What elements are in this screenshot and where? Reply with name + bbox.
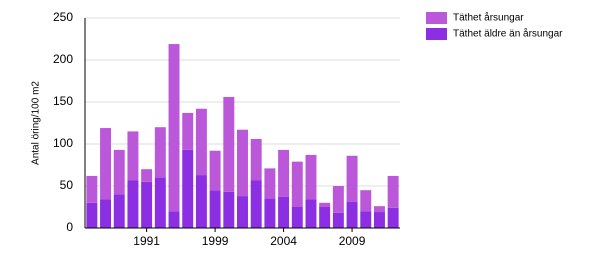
bar-segment [195, 108, 207, 176]
y-axis-label: Antal öring/100 m2 [31, 81, 42, 165]
bar-segment [209, 150, 221, 191]
y-tick-label: 50 [60, 178, 74, 192]
bar-segment [223, 96, 235, 192]
bar-segment [373, 212, 385, 228]
bar-segment [360, 190, 372, 212]
y-tick-label: 200 [53, 52, 73, 66]
bar-segment [154, 127, 166, 178]
bar-segment [305, 199, 317, 228]
bar-segment [100, 128, 112, 200]
bar-segment [168, 44, 180, 212]
x-tick-label: 2004 [270, 234, 297, 248]
y-tick-label: 250 [53, 10, 73, 24]
bar-segment [168, 211, 180, 228]
legend-swatch [426, 28, 447, 40]
legend-label: Täthet äldre än årsungar [453, 28, 563, 40]
bar-segment [278, 196, 290, 228]
bar-segment [209, 190, 221, 228]
legend-swatch [426, 12, 447, 24]
bar-segment [346, 201, 358, 228]
bar-segment [86, 202, 98, 228]
bar-segment [100, 199, 112, 228]
bar-segment [237, 196, 248, 228]
y-tick-label: 100 [53, 136, 73, 150]
bar-segment [127, 180, 139, 228]
legend-label: Täthet årsungar [453, 12, 524, 24]
bar-segment [223, 191, 235, 228]
bar-segment [264, 168, 276, 199]
bar-segment [250, 138, 262, 181]
bar-segment [360, 211, 372, 228]
bar-segment [291, 207, 303, 228]
bar-segment [182, 112, 194, 150]
bar-segment [195, 175, 207, 228]
bar-segment [154, 177, 166, 228]
y-tick-label: 150 [53, 94, 73, 108]
x-tick-label: 2009 [339, 234, 366, 248]
bar-segment [113, 194, 125, 228]
bar-segment [332, 212, 344, 228]
bar-segment [291, 161, 303, 207]
bar-segment [332, 186, 344, 213]
bar-segment [373, 206, 385, 213]
bar-segment [113, 149, 125, 195]
bar-segment [127, 131, 139, 181]
bar-segment [250, 180, 262, 228]
bar-segment [319, 202, 331, 207]
bar-segment [141, 169, 153, 182]
bar-segment [278, 149, 290, 197]
bar-segment [141, 181, 153, 228]
bar-segment [237, 129, 248, 197]
bar-segment [182, 149, 194, 228]
x-tick-label: 1999 [202, 234, 229, 248]
y-tick-label: 0 [66, 220, 73, 234]
bar-segment [86, 175, 98, 203]
bar-segment [346, 155, 358, 202]
bar-segment [264, 198, 276, 228]
bar-segment [319, 207, 331, 228]
bar-segment [305, 154, 317, 200]
x-tick-label: 1991 [133, 234, 160, 248]
bar-segment [387, 207, 399, 228]
bar-segment [387, 175, 399, 208]
